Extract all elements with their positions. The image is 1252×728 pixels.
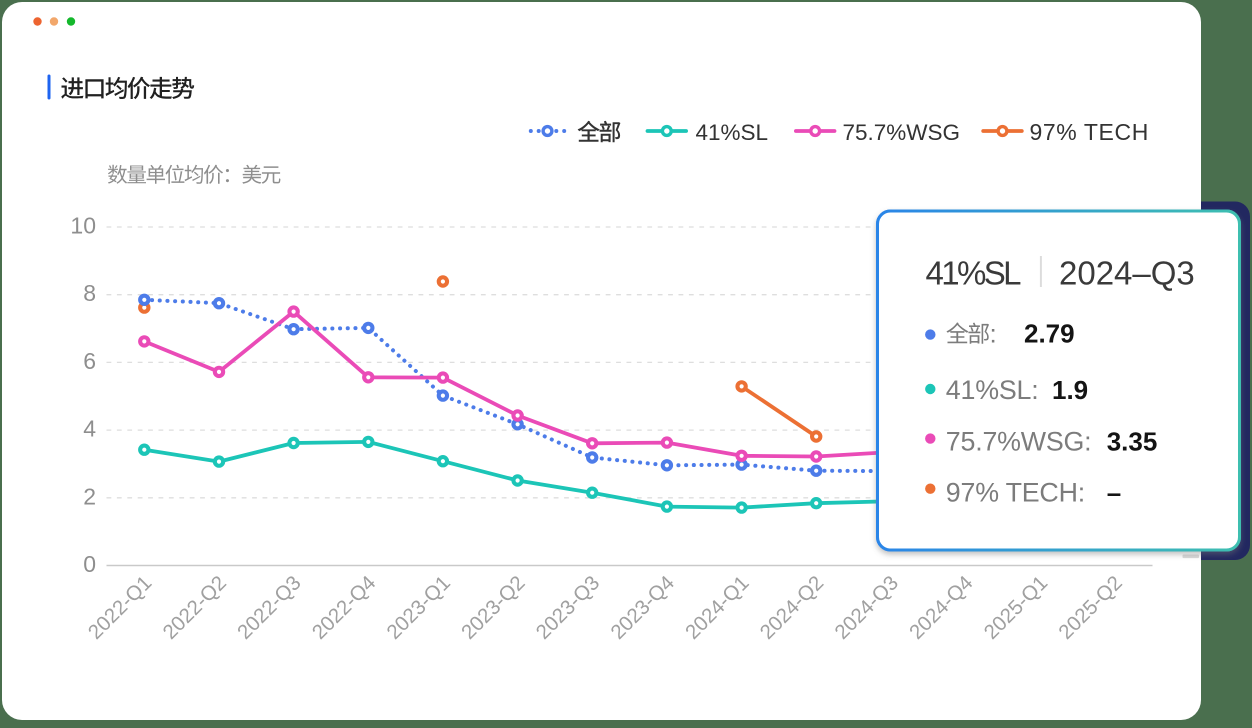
svg-text:6: 6 — [83, 348, 96, 374]
svg-text:41%SL: 41%SL — [926, 254, 1022, 291]
svg-text:75.7%WSG: 75.7%WSG — [843, 120, 961, 145]
svg-text:97% TECH:: 97% TECH: — [946, 478, 1085, 508]
svg-text:4: 4 — [83, 416, 96, 442]
svg-text:1.9: 1.9 — [1052, 375, 1088, 405]
svg-text:2.79: 2.79 — [1024, 319, 1075, 349]
svg-text:–: – — [1107, 478, 1121, 508]
svg-text::: : — [990, 319, 997, 349]
svg-text:10: 10 — [70, 213, 96, 239]
svg-text:75.7%WSG:: 75.7%WSG: — [946, 427, 1092, 457]
svg-text:0: 0 — [83, 551, 96, 577]
svg-text:2024–Q3: 2024–Q3 — [1059, 254, 1195, 291]
svg-text:2: 2 — [83, 483, 96, 509]
svg-text:41%SL:: 41%SL: — [946, 375, 1039, 405]
svg-text:8: 8 — [83, 280, 96, 306]
svg-text:97% TECH: 97% TECH — [1030, 119, 1149, 145]
svg-text:3.35: 3.35 — [1107, 427, 1158, 457]
svg-text:41%SL: 41%SL — [696, 120, 769, 145]
